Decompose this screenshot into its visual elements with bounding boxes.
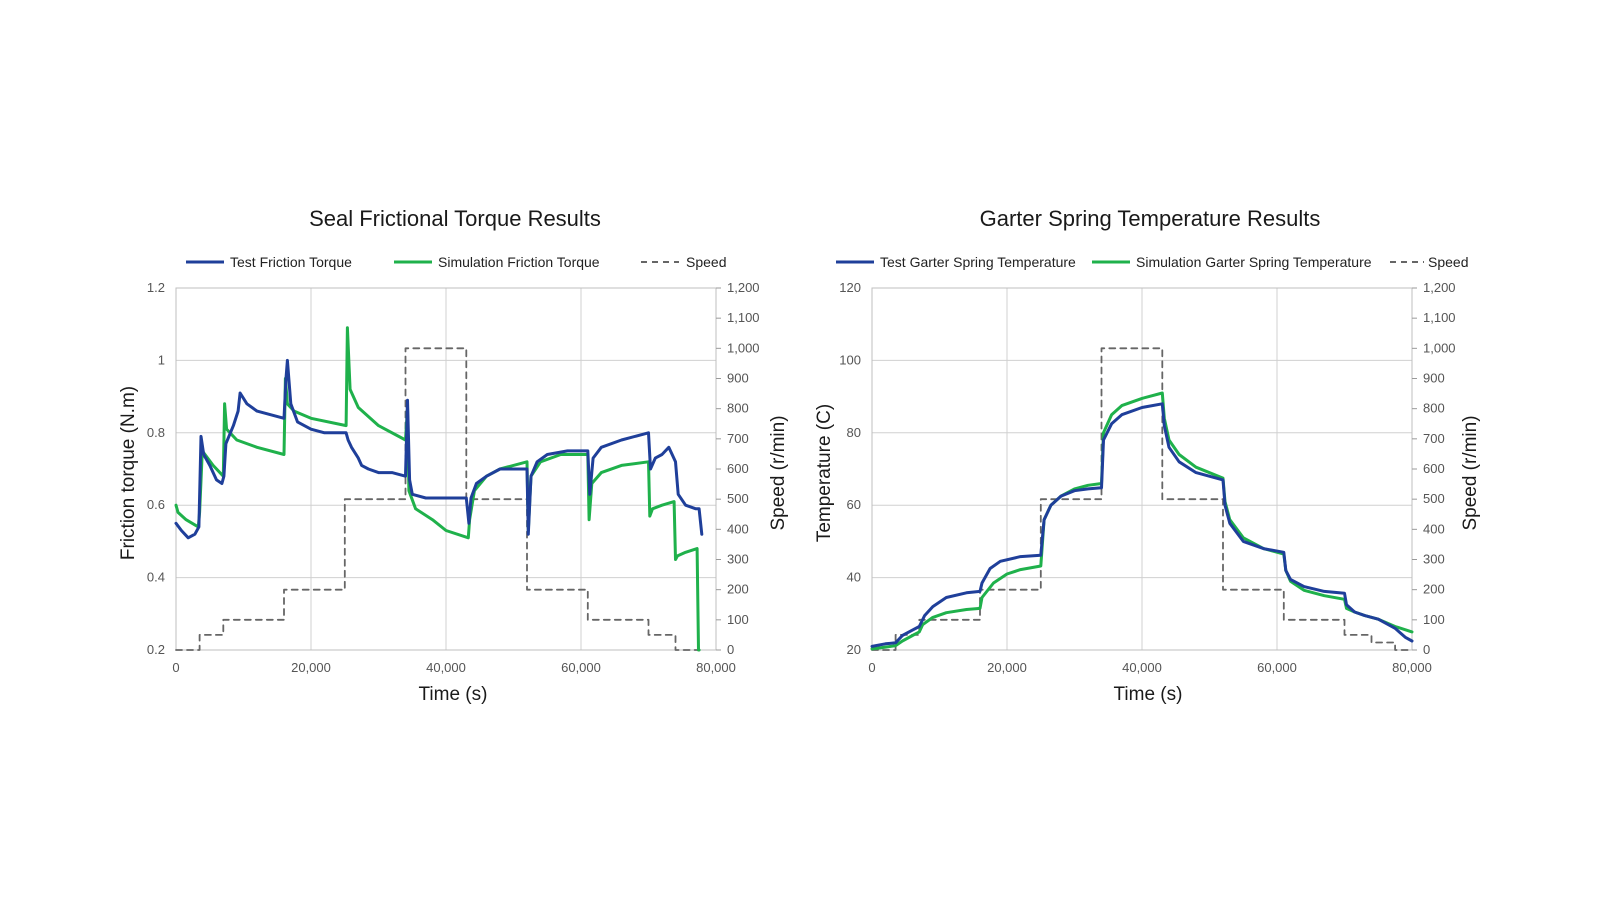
y2-tick-label: 1,100 bbox=[1423, 310, 1456, 325]
y2-tick-label: 1,000 bbox=[1423, 340, 1456, 355]
x-tick-label: 40,000 bbox=[426, 660, 466, 675]
y-tick-label: 0.4 bbox=[147, 570, 165, 585]
legend: Test Garter Spring Temperature Simulatio… bbox=[836, 254, 1468, 270]
y2-tick-label: 700 bbox=[727, 431, 749, 446]
y2-tick-label: 200 bbox=[727, 582, 749, 597]
series-line-test-garter-spring-temperature bbox=[870, 402, 1414, 648]
y2-tick-label: 600 bbox=[727, 461, 749, 476]
y-tick-label: 60 bbox=[847, 497, 861, 512]
legend-label-test: Test Garter Spring Temperature bbox=[880, 254, 1076, 270]
y2-axis-label: Speed (r/min) bbox=[768, 415, 789, 530]
y-tick-label: 1.2 bbox=[147, 280, 165, 295]
legend-label-test: Test Friction Torque bbox=[230, 254, 352, 270]
series-line-speed bbox=[175, 347, 700, 651]
y2-tick-label: 500 bbox=[1423, 491, 1445, 506]
legend-label-simulation: Simulation Friction Torque bbox=[438, 254, 600, 270]
legend-label-speed: Speed bbox=[686, 254, 726, 270]
chart-title: Seal Frictional Torque Results bbox=[309, 206, 601, 231]
y-tick-label: 0.2 bbox=[147, 642, 165, 657]
x-tick-label: 80,000 bbox=[1392, 660, 1432, 675]
chart-title: Garter Spring Temperature Results bbox=[980, 206, 1321, 231]
x-tick-label: 60,000 bbox=[1257, 660, 1297, 675]
y-axis-label: Temperature (C) bbox=[814, 404, 835, 542]
x-tick-label: 80,000 bbox=[696, 660, 736, 675]
y2-tick-label: 200 bbox=[1423, 582, 1445, 597]
legend: Test Friction Torque Simulation Friction… bbox=[186, 254, 726, 270]
y2-tick-label: 700 bbox=[1423, 431, 1445, 446]
x-tick-label: 20,000 bbox=[291, 660, 331, 675]
x-tick-label: 0 bbox=[868, 660, 875, 675]
y2-tick-label: 1,200 bbox=[1423, 280, 1456, 295]
y-tick-label: 100 bbox=[839, 352, 861, 367]
y2-tick-label: 900 bbox=[727, 371, 749, 386]
plot-area: 0 20,000 40,000 60,000 80,000 20 40 60 80 100 120 0… bbox=[839, 280, 1455, 675]
y2-tick-label: 800 bbox=[1423, 401, 1445, 416]
y-tick-label: 40 bbox=[847, 570, 861, 585]
chart-temperature: Garter Spring Temperature Results Test G… bbox=[814, 206, 1481, 705]
y2-tick-label: 100 bbox=[727, 612, 749, 627]
y2-tick-label: 300 bbox=[1423, 552, 1445, 567]
series-line-simulation-friction-torque bbox=[174, 326, 701, 652]
y2-tick-label: 600 bbox=[1423, 461, 1445, 476]
x-tick-label: 20,000 bbox=[987, 660, 1027, 675]
x-axis-label: Time (s) bbox=[1114, 684, 1183, 705]
y-axis-label: Friction torque (N.m) bbox=[118, 386, 139, 560]
y2-tick-label: 800 bbox=[727, 401, 749, 416]
y2-tick-label: 400 bbox=[1423, 521, 1445, 536]
y2-tick-label: 300 bbox=[727, 552, 749, 567]
y-tick-label: 80 bbox=[847, 425, 861, 440]
y-tick-label: 0.8 bbox=[147, 425, 165, 440]
y-tick-label: 1 bbox=[158, 352, 165, 367]
y-tick-label: 0.6 bbox=[147, 497, 165, 512]
x-tick-label: 40,000 bbox=[1122, 660, 1162, 675]
series-line-simulation-garter-spring-temperature bbox=[870, 391, 1414, 651]
series-line-speed bbox=[871, 347, 1413, 651]
y2-tick-label: 900 bbox=[1423, 371, 1445, 386]
plot-area: 0 20,000 40,000 60,000 80,000 0.2 0.4 0.6 0.8 1 1.… bbox=[147, 280, 760, 675]
x-tick-label: 0 bbox=[172, 660, 179, 675]
y-tick-label: 120 bbox=[839, 280, 861, 295]
y2-tick-label: 500 bbox=[727, 491, 749, 506]
legend-label-simulation: Simulation Garter Spring Temperature bbox=[1136, 254, 1372, 270]
y2-tick-label: 1,200 bbox=[727, 280, 760, 295]
y2-tick-label: 1,000 bbox=[727, 340, 760, 355]
x-tick-label: 60,000 bbox=[561, 660, 601, 675]
y2-tick-label: 0 bbox=[1423, 642, 1430, 657]
y-tick-label: 20 bbox=[847, 642, 861, 657]
y2-tick-label: 100 bbox=[1423, 612, 1445, 627]
y2-tick-label: 1,100 bbox=[727, 310, 760, 325]
y2-tick-label: 400 bbox=[727, 521, 749, 536]
y2-axis-label: Speed (r/min) bbox=[1460, 415, 1481, 530]
y2-tick-label: 0 bbox=[727, 642, 734, 657]
series-line-test-friction-torque bbox=[174, 358, 704, 540]
x-axis-label: Time (s) bbox=[419, 684, 488, 705]
chart-torque: Seal Frictional Torque Results Test Fric… bbox=[118, 206, 789, 705]
legend-label-speed: Speed bbox=[1428, 254, 1468, 270]
